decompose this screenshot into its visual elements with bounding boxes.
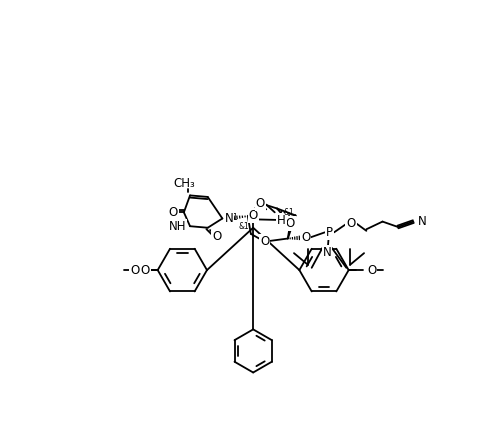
Text: O: O (141, 264, 150, 276)
Text: O: O (168, 206, 178, 219)
Text: O: O (367, 264, 376, 276)
Text: &1: &1 (228, 213, 239, 222)
Text: O: O (260, 235, 269, 248)
Text: O: O (255, 197, 265, 210)
Text: N: N (225, 212, 234, 225)
Text: &1: &1 (283, 208, 294, 217)
Text: &1: &1 (239, 222, 249, 231)
Text: O: O (248, 209, 258, 222)
Text: O: O (130, 264, 139, 276)
Text: CH₃: CH₃ (173, 176, 195, 189)
Text: O: O (346, 217, 356, 230)
Text: P: P (326, 226, 333, 239)
Text: NH: NH (168, 220, 186, 233)
Text: N: N (418, 215, 427, 228)
Text: N: N (323, 246, 331, 259)
Text: H: H (277, 214, 286, 227)
Text: O: O (212, 230, 222, 243)
Text: O: O (301, 231, 310, 244)
Text: O: O (286, 217, 295, 230)
